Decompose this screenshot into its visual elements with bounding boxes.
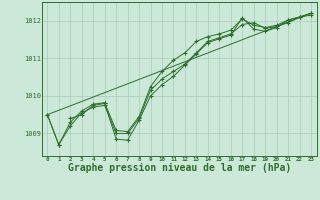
X-axis label: Graphe pression niveau de la mer (hPa): Graphe pression niveau de la mer (hPa) — [68, 163, 291, 173]
